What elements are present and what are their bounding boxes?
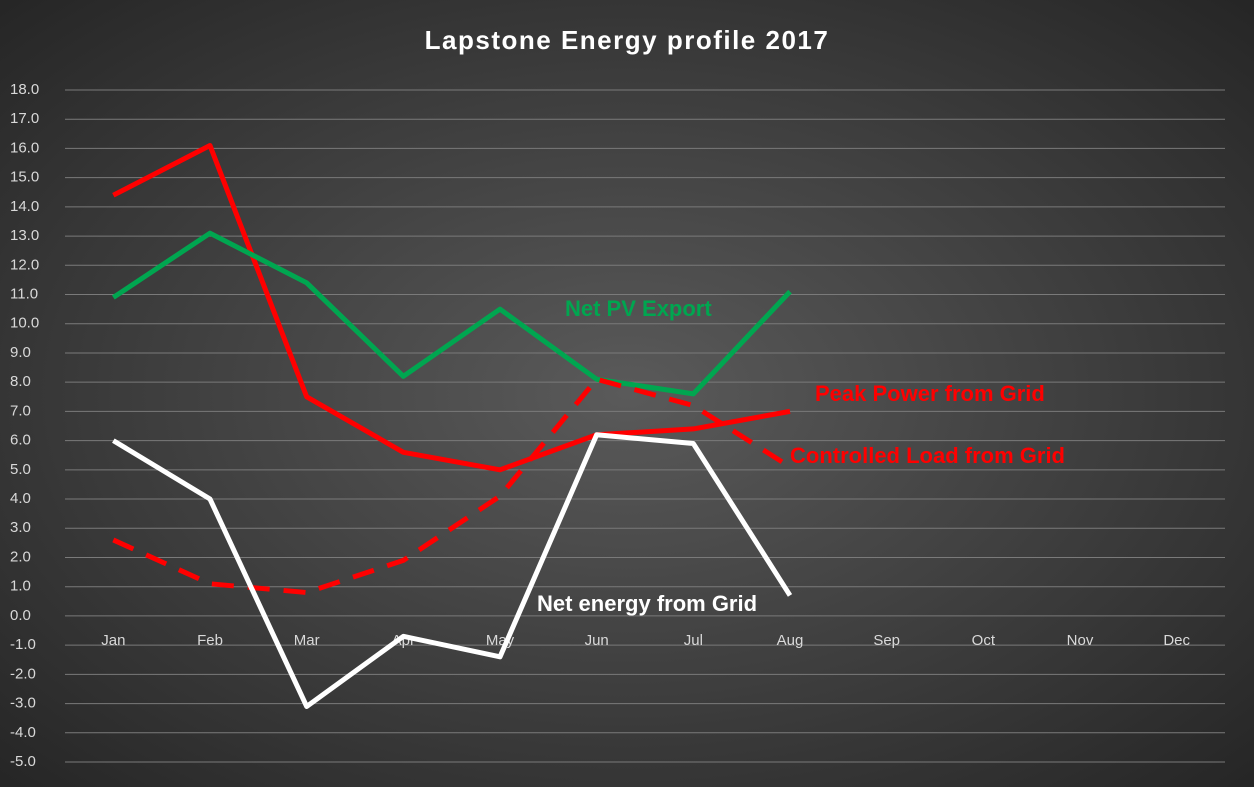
y-tick-label: -2.0 bbox=[10, 665, 36, 682]
y-tick-label: 10.0 bbox=[10, 315, 39, 332]
y-tick-label: -5.0 bbox=[10, 753, 36, 770]
x-tick-label: Jul bbox=[684, 632, 703, 649]
series-line bbox=[111, 230, 792, 397]
series-label: Peak Power from Grid bbox=[815, 381, 1045, 406]
y-tick-label: 1.0 bbox=[10, 578, 31, 595]
y-tick-label: 4.0 bbox=[10, 490, 31, 507]
y-tick-label: -3.0 bbox=[10, 695, 36, 712]
series-label: Controlled Load from Grid bbox=[790, 443, 1065, 468]
x-tick-label: Mar bbox=[294, 632, 320, 649]
series-line bbox=[112, 376, 792, 596]
x-tick-label: Dec bbox=[1163, 632, 1190, 649]
y-tick-label: 6.0 bbox=[10, 432, 31, 449]
y-tick-label: 3.0 bbox=[10, 519, 31, 536]
series-label: Net energy from Grid bbox=[537, 591, 757, 616]
x-tick-label: Jan bbox=[101, 632, 125, 649]
y-tick-label: 14.0 bbox=[10, 198, 39, 215]
x-tick-label: Feb bbox=[197, 632, 223, 649]
y-tick-label: 5.0 bbox=[10, 461, 31, 478]
series-line bbox=[112, 432, 793, 709]
y-tick-label: 12.0 bbox=[10, 256, 39, 273]
x-tick-label: Nov bbox=[1067, 632, 1094, 649]
series-line bbox=[112, 143, 791, 473]
y-tick-label: 9.0 bbox=[10, 344, 31, 361]
x-tick-label: Aug bbox=[777, 632, 804, 649]
y-tick-label: 7.0 bbox=[10, 402, 31, 419]
y-tick-label: 15.0 bbox=[10, 169, 39, 186]
x-tick-label: Oct bbox=[972, 632, 996, 649]
x-tick-label: Sep bbox=[873, 632, 900, 649]
grid: 18.0 17.0 16.0 15.0 14.0 13.0 12.0 11.0 10.0 9.0 8… bbox=[10, 81, 1225, 770]
y-tick-label: 13.0 bbox=[10, 227, 39, 244]
y-tick-label: -4.0 bbox=[10, 724, 36, 741]
y-tick-label: -1.0 bbox=[10, 636, 36, 653]
y-tick-label: 11.0 bbox=[10, 285, 38, 302]
y-tick-label: 18.0 bbox=[10, 81, 39, 98]
y-tick-label: 16.0 bbox=[10, 139, 39, 156]
series-label: Net PV Export bbox=[565, 296, 712, 321]
y-tick-label: 8.0 bbox=[10, 373, 31, 390]
chart-title: Lapstone Energy profile 2017 bbox=[425, 25, 830, 55]
lines: Peak Power from Grid Net PV Export Control… bbox=[111, 143, 1065, 709]
y-tick-label: 0.0 bbox=[10, 607, 31, 624]
y-tick-label: 17.0 bbox=[10, 110, 39, 127]
y-tick-label: 2.0 bbox=[10, 548, 31, 565]
x-tick-label: Jun bbox=[585, 632, 609, 649]
